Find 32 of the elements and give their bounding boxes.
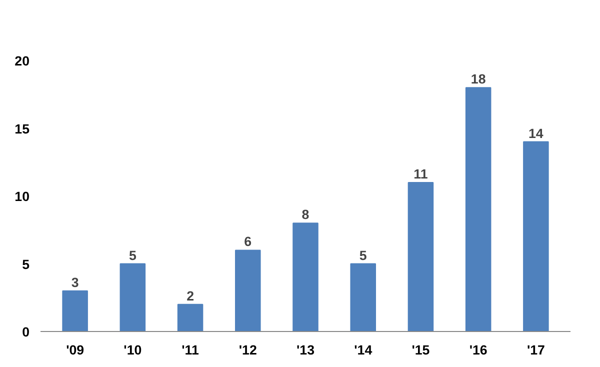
x-tick-label: '13 [296, 342, 315, 358]
y-tick-label: 15 [14, 121, 30, 136]
bar [235, 250, 261, 332]
y-tick-label: 10 [14, 189, 30, 204]
y-tick-label: 5 [22, 256, 30, 272]
bar [465, 87, 492, 332]
x-tick-label: '12 [238, 342, 257, 358]
y-tick-label: 0 [22, 324, 30, 340]
x-tick-label: '17 [526, 342, 545, 358]
bar [177, 304, 204, 332]
data-label: 14 [528, 126, 544, 141]
data-label: 5 [359, 248, 368, 263]
data-label: 3 [71, 274, 79, 290]
bar [408, 182, 434, 332]
bar [350, 263, 376, 332]
bar [120, 263, 146, 332]
data-label: 2 [186, 288, 194, 304]
x-tick-label: '16 [469, 342, 488, 358]
bar [62, 290, 88, 332]
x-tick-label: '11 [182, 342, 200, 358]
bar [292, 222, 318, 332]
data-label: 18 [470, 72, 486, 87]
data-label: 5 [128, 248, 137, 263]
bar [523, 141, 549, 332]
x-tick-label: '15 [412, 342, 430, 358]
data-label: 6 [244, 234, 252, 250]
x-tick-label: '09 [66, 342, 84, 358]
data-label: 8 [302, 207, 310, 222]
x-tick-label: '14 [354, 342, 373, 358]
data-label: 11 [414, 166, 428, 182]
x-tick-label: '10 [124, 342, 142, 358]
y-tick-label: 20 [14, 54, 30, 68]
